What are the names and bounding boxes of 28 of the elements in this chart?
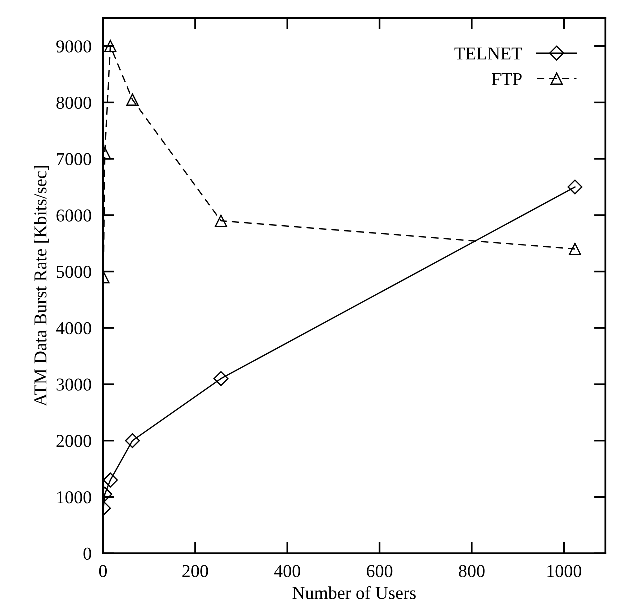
point [569, 243, 582, 256]
y-tick-label: 7000 [57, 153, 92, 166]
y-tick-label: 3000 [56, 378, 92, 391]
point [103, 472, 118, 488]
point [215, 214, 228, 228]
y-tick-label: 8000 [56, 96, 92, 110]
y-tick-label: 6000 [56, 210, 92, 222]
point [568, 180, 583, 195]
point [126, 94, 139, 106]
x-axis-title: Number of Users [292, 586, 416, 600]
x-tick-label: 200 [182, 565, 208, 578]
y-tick-label: 4000 [56, 322, 92, 335]
x-tick-label: 400 [274, 565, 300, 578]
y-tick-label: 9000 [56, 40, 92, 53]
point [104, 40, 117, 53]
point [214, 371, 229, 386]
x-tick-label: 1000 [548, 565, 582, 578]
y-axis-title: ATM Data Burst Rate [Kbits/sec] [34, 166, 49, 407]
x-tick-label: 600 [367, 565, 393, 578]
x-tick-label: 800 [459, 565, 485, 578]
y-tick-label: 0 [84, 548, 92, 560]
x-tick-label: 0 [99, 565, 108, 578]
y-tick-label: 2000 [56, 435, 92, 448]
legend-label: FTP [492, 73, 522, 86]
y-tick-label: 5000 [57, 266, 92, 278]
legend-label: TELNET [454, 48, 522, 60]
point [125, 433, 140, 448]
y-tick-label: 1000 [58, 491, 92, 504]
